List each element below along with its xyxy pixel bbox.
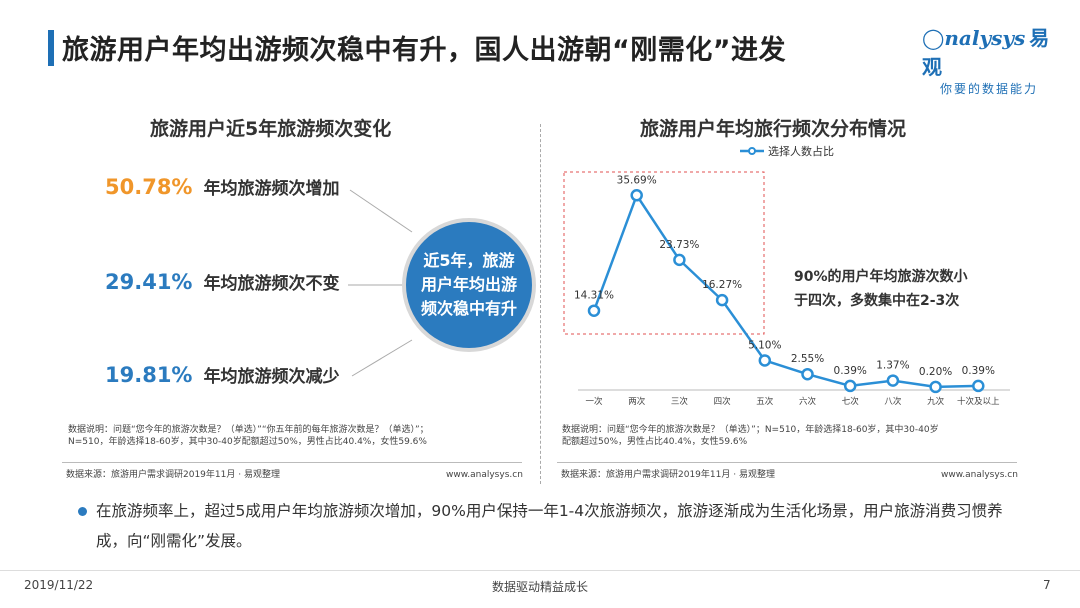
x-tick-label: 三次 bbox=[671, 396, 689, 407]
data-point bbox=[886, 374, 900, 387]
stat-decrease: 19.81% 年均旅游频次减少 bbox=[105, 362, 340, 387]
data-label: 16.27% bbox=[702, 279, 742, 291]
summary-circle: 近5年，旅游 用户年均出游 频次稳中有升 bbox=[402, 218, 536, 352]
data-point bbox=[587, 304, 601, 317]
analysys-logo: ◯nalysys 易观 你要的数据能力 bbox=[922, 22, 1062, 96]
data-point bbox=[929, 380, 942, 394]
data-label: 2.55% bbox=[791, 353, 824, 365]
connector-line-bottom bbox=[351, 339, 413, 377]
right-source-divider bbox=[557, 462, 1017, 463]
summary-line-1: 近5年，旅游 bbox=[423, 251, 515, 270]
stat-increase-label: 年均旅游频次增加 bbox=[203, 179, 340, 199]
panel-divider bbox=[540, 124, 541, 484]
data-label: 35.69% bbox=[617, 174, 657, 186]
stat-decrease-value: 19.81% bbox=[105, 363, 193, 387]
highlight-box bbox=[563, 171, 765, 335]
data-label: 0.39% bbox=[834, 365, 867, 377]
right-source: 数据来源：旅游用户需求调研2019年11月 · 易观整理 bbox=[561, 470, 775, 480]
stat-increase: 50.78% 年均旅游频次增加 bbox=[105, 174, 340, 199]
logo-text-en: nalysys bbox=[944, 26, 1026, 50]
left-data-note: 数据说明：问题“您今年的旅游次数是？（单选）”“你五年前的每年旅游次数是？（单选… bbox=[68, 424, 518, 448]
chart-annotation-line-2: 于四次，多数集中在2-3次 bbox=[794, 293, 960, 309]
data-label: 14.31% bbox=[574, 290, 614, 302]
data-point bbox=[715, 293, 729, 307]
right-note-line-2: 配额超过50%，男性占比40.4%，女性59.6% bbox=[562, 437, 748, 447]
stat-unchanged: 29.41% 年均旅游频次不变 bbox=[105, 269, 340, 294]
x-tick-label: 十次及以上 bbox=[957, 396, 1000, 407]
data-label: 23.73% bbox=[659, 239, 699, 251]
right-data-note: 数据说明：问题“您今年的旅游次数是？（单选）”；N=510，年龄选择18-60岁… bbox=[562, 424, 1022, 448]
x-tick-label: 六次 bbox=[799, 396, 817, 407]
bullet-text: 在旅游频率上，超过5成用户年均旅游频次增加，90%用户保持一年1-4次旅游频次，… bbox=[96, 502, 1003, 550]
data-point bbox=[801, 367, 814, 381]
title-accent-bar bbox=[48, 30, 54, 66]
right-panel-title: 旅游用户年均旅行频次分布情况 bbox=[640, 118, 907, 140]
series-line bbox=[592, 192, 979, 389]
legend-marker-icon bbox=[748, 147, 756, 155]
x-tick-label: 一次 bbox=[585, 396, 603, 407]
logo-text-cn: 易观 bbox=[922, 26, 1050, 79]
left-source: 数据来源：旅游用户需求调研2019年11月 · 易观整理 bbox=[66, 470, 280, 480]
data-label: 1.37% bbox=[876, 360, 909, 372]
bullet-dot-icon bbox=[78, 507, 87, 516]
summary-line-3: 频次稳中有升 bbox=[420, 299, 517, 318]
left-note-line-2: N=510，年龄选择18-60岁，其中30-40岁配额超过50%，男性占比40.… bbox=[68, 437, 427, 447]
page-number: 7 bbox=[1043, 578, 1051, 592]
data-label: 5.10% bbox=[748, 339, 781, 351]
stat-unchanged-value: 29.41% bbox=[105, 270, 193, 294]
chart-annotation: 90%的用户年均旅游次数小 于四次，多数集中在2-3次 bbox=[794, 265, 968, 313]
summary-line-2: 用户年均出游 bbox=[420, 275, 517, 294]
left-note-line-1: 数据说明：问题“您今年的旅游次数是？（单选）”“你五年前的每年旅游次数是？（单选… bbox=[68, 425, 429, 435]
left-website: www.analysys.cn bbox=[446, 470, 523, 480]
right-website: www.analysys.cn bbox=[941, 470, 1018, 480]
line-chart: 选择人数占比 14.31% 35.69% 23.73% 16.27% 5.10% 2.55… bbox=[563, 144, 1010, 407]
data-point bbox=[630, 189, 643, 202]
chart-legend: 选择人数占比 bbox=[740, 144, 834, 158]
x-tick-label: 七次 bbox=[842, 396, 860, 407]
x-tick-label: 九次 bbox=[927, 396, 945, 407]
x-tick-label: 四次 bbox=[714, 396, 732, 407]
connector-line-top bbox=[349, 189, 413, 233]
data-point bbox=[673, 253, 686, 267]
left-panel-title: 旅游用户近5年旅游频次变化 bbox=[150, 118, 392, 140]
footer-slogan: 数据驱动精益成长 bbox=[492, 580, 589, 594]
data-point bbox=[972, 379, 985, 393]
data-point bbox=[843, 379, 857, 393]
right-note-line-1: 数据说明：问题“您今年的旅游次数是？（单选）”；N=510，年龄选择18-60岁… bbox=[562, 425, 939, 435]
x-tick-label: 八次 bbox=[884, 396, 902, 407]
logo-slogan: 你要的数据能力 bbox=[940, 82, 1039, 96]
x-tick-label: 两次 bbox=[628, 396, 646, 407]
left-source-divider bbox=[62, 462, 522, 463]
data-point bbox=[758, 354, 772, 367]
footer-date: 2019/11/22 bbox=[24, 578, 94, 592]
logo-mark-icon: ◯ bbox=[922, 26, 945, 50]
page-title: 旅游用户年均出游频次稳中有升，国人出游朝“刚需化”进发 bbox=[62, 35, 786, 66]
data-label: 0.20% bbox=[919, 366, 952, 378]
legend-label: 选择人数占比 bbox=[768, 144, 834, 158]
stat-unchanged-label: 年均旅游频次不变 bbox=[203, 274, 340, 294]
x-tick-label: 五次 bbox=[756, 396, 774, 407]
stat-increase-value: 50.78% bbox=[105, 175, 193, 199]
footer-divider bbox=[0, 570, 1080, 571]
chart-annotation-line-1: 90%的用户年均旅游次数小 bbox=[794, 269, 968, 285]
stat-decrease-label: 年均旅游频次减少 bbox=[203, 367, 340, 387]
data-label: 0.39% bbox=[962, 365, 995, 377]
